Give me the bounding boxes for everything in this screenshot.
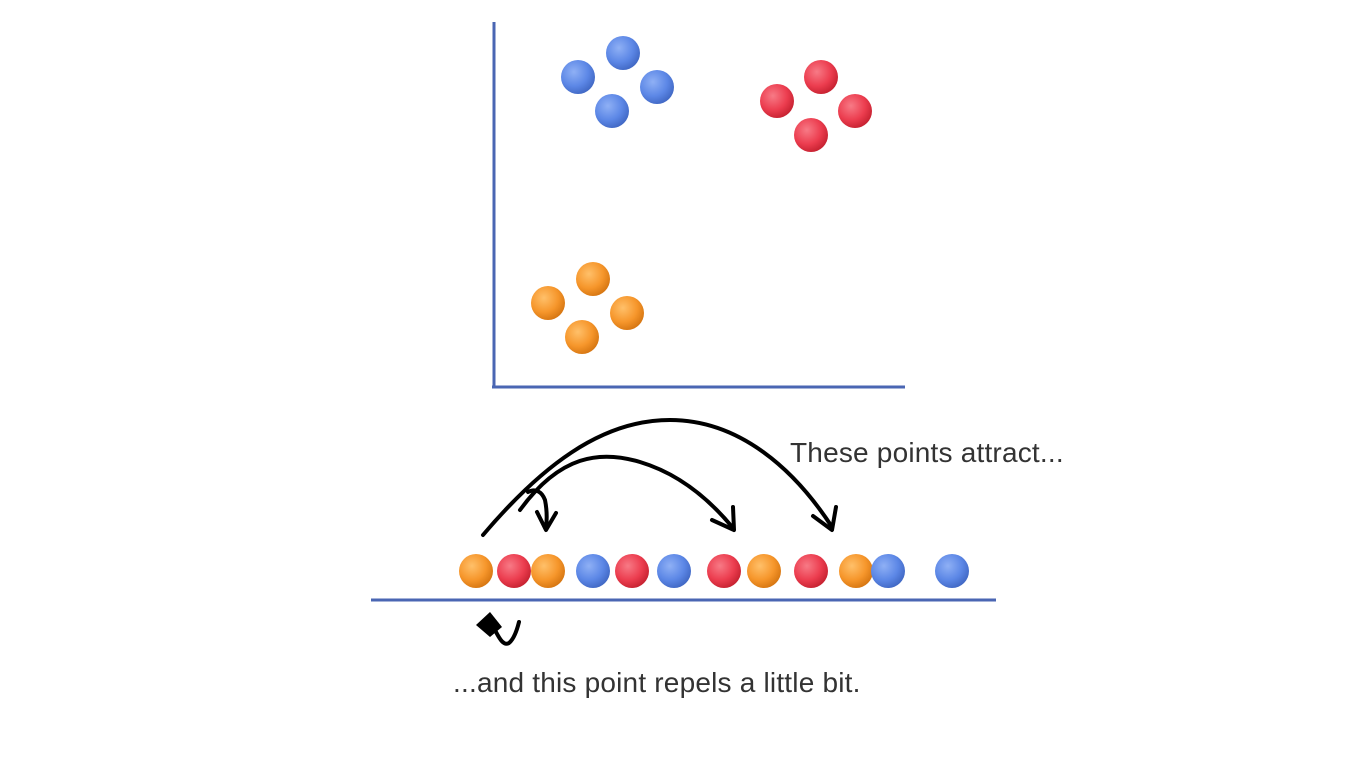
attract-arrow-middle-head [710, 505, 736, 532]
blue-cluster [561, 36, 674, 128]
number-line-points [459, 554, 969, 588]
line-point-blue [576, 554, 610, 588]
line-point-blue [657, 554, 691, 588]
repel-caption: ...and this point repels a little bit. [453, 667, 861, 698]
line-point-blue [935, 554, 969, 588]
red-point [804, 60, 838, 94]
line-point-red [615, 554, 649, 588]
line-point-orange [459, 554, 493, 588]
red-cluster [760, 60, 872, 152]
red-point [760, 84, 794, 118]
line-point-red [794, 554, 828, 588]
blue-point [606, 36, 640, 70]
orange-point [531, 286, 565, 320]
repel-arrow [476, 612, 521, 646]
attract-arrow-inner [526, 488, 549, 530]
orange-point [576, 262, 610, 296]
attract-caption: These points attract... [790, 437, 1064, 468]
blue-point [595, 94, 629, 128]
attract-arrow-outer [481, 418, 834, 537]
blue-point [640, 70, 674, 104]
line-point-blue [871, 554, 905, 588]
attract-arrow-outer-head [811, 505, 838, 532]
line-point-orange [747, 554, 781, 588]
line-point-orange [531, 554, 565, 588]
blue-point [561, 60, 595, 94]
orange-cluster [531, 262, 644, 354]
attract-arrow-inner-head [535, 510, 558, 532]
attract-arrow-middle [518, 454, 735, 530]
repel-arrow-stroke [493, 620, 521, 646]
red-point [794, 118, 828, 152]
line-point-red [707, 554, 741, 588]
orange-point [610, 296, 644, 330]
line-point-red [497, 554, 531, 588]
line-point-orange [839, 554, 873, 588]
red-point [838, 94, 872, 128]
orange-point [565, 320, 599, 354]
attract-arrows [481, 418, 838, 537]
